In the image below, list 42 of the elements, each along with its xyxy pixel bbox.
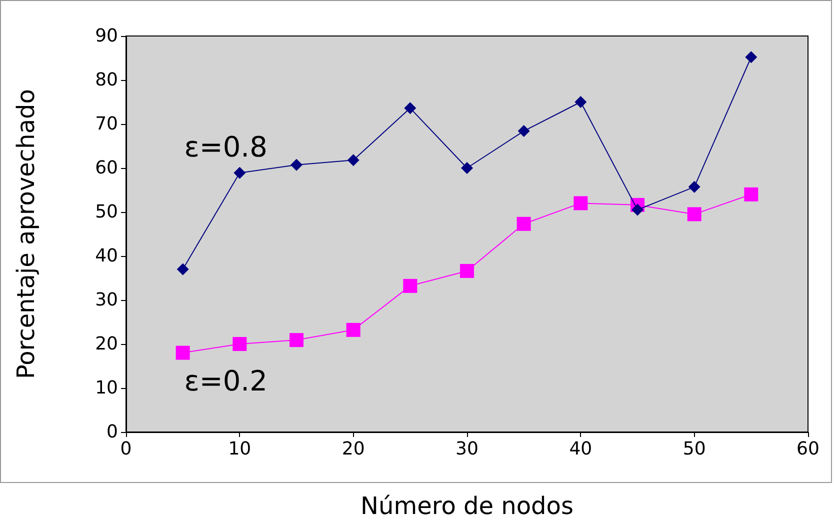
x-axis-title: Número de nodos bbox=[360, 492, 574, 520]
y-tick-label: 10 bbox=[95, 378, 118, 398]
point bbox=[461, 162, 473, 174]
y-tick-label: 0 bbox=[106, 422, 118, 442]
series-label: ε=0.2 bbox=[184, 364, 268, 398]
y-tick-label: 80 bbox=[95, 70, 118, 90]
point bbox=[687, 207, 702, 222]
x-tick-label: 40 bbox=[569, 438, 592, 460]
point bbox=[290, 158, 302, 171]
x-tick-label: 10 bbox=[228, 438, 252, 460]
y-tick-label: 20 bbox=[95, 334, 118, 354]
y-tick-label: 90 bbox=[95, 26, 118, 46]
x-tick-label: 60 bbox=[796, 438, 820, 460]
series-label: ε=0.8 bbox=[184, 130, 268, 164]
point bbox=[347, 154, 360, 166]
y-axis-title: Porcentaje aprovechado bbox=[12, 89, 40, 379]
point bbox=[745, 51, 758, 64]
point bbox=[403, 278, 418, 293]
point bbox=[516, 216, 531, 231]
point bbox=[232, 337, 247, 351]
point bbox=[518, 125, 530, 138]
point bbox=[290, 333, 304, 348]
x-tick-label: 50 bbox=[682, 438, 706, 460]
point bbox=[460, 264, 474, 278]
y-tick-label: 50 bbox=[95, 202, 118, 222]
x-tick-label: 30 bbox=[456, 438, 478, 460]
point bbox=[574, 96, 587, 108]
y-tick-label: 40 bbox=[95, 246, 118, 266]
point bbox=[176, 346, 190, 360]
point bbox=[234, 166, 246, 179]
point bbox=[176, 263, 189, 276]
point bbox=[574, 196, 588, 210]
y-tick-label: 70 bbox=[95, 114, 118, 134]
point bbox=[744, 187, 758, 202]
point bbox=[404, 102, 416, 114]
point bbox=[688, 180, 700, 193]
point bbox=[346, 322, 360, 337]
point bbox=[632, 204, 644, 216]
x-tick-label: 20 bbox=[342, 438, 365, 460]
y-tick-label: 60 bbox=[95, 158, 118, 178]
x-tick-label: 0 bbox=[120, 438, 132, 460]
y-tick-label: 30 bbox=[95, 290, 118, 310]
